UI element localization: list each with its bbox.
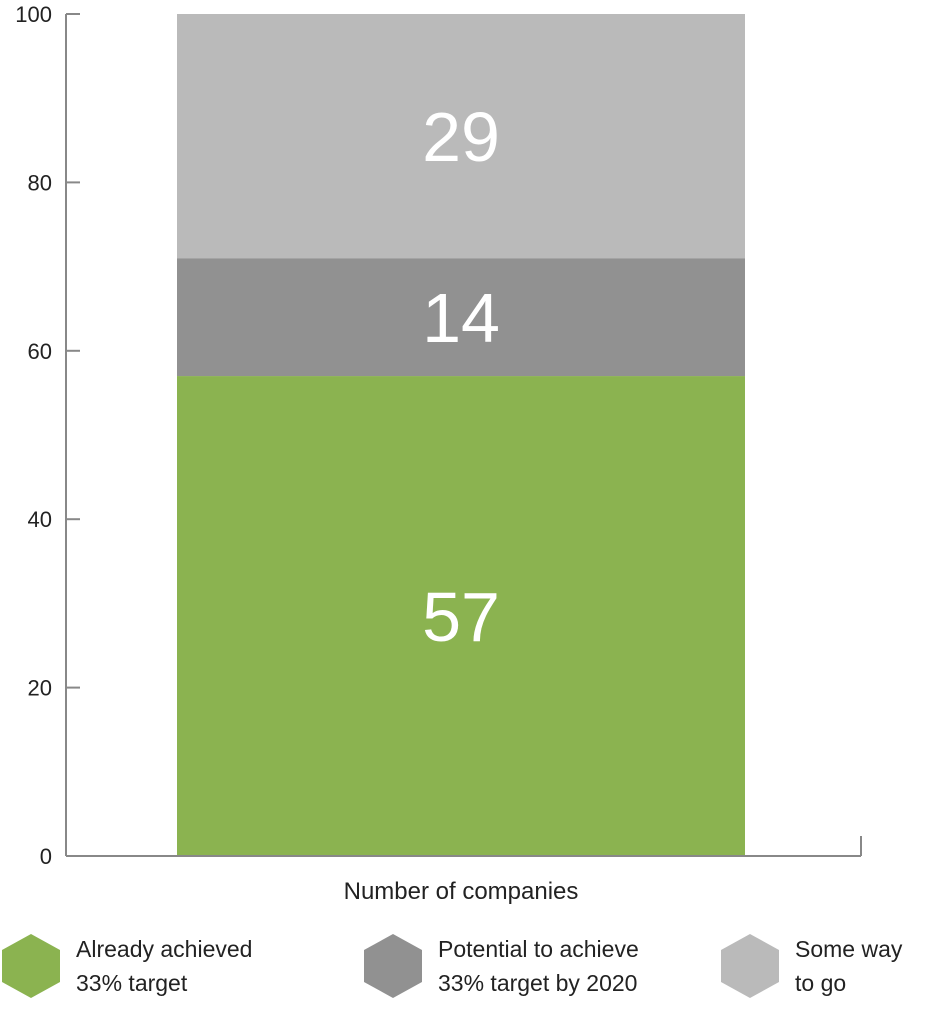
stacked-bar-chart: 57 14 29 0 20 40 60 80 100 Number of companies — [15, 2, 862, 905]
bar-segments — [177, 14, 745, 856]
y-axis-ticks: 0 20 40 60 80 100 — [15, 2, 80, 869]
hexagon-icon — [2, 934, 60, 998]
legend-label: Potential to achieve 33% target by 2020 — [438, 932, 639, 1000]
legend-label: Already achieved 33% target — [76, 932, 252, 1000]
hexagon-icon — [721, 934, 779, 998]
y-tick-label: 80 — [28, 170, 52, 195]
y-tick-label: 100 — [15, 2, 52, 27]
segment-value-label-1: 14 — [422, 279, 500, 357]
legend-label-line1: Potential to achieve — [438, 936, 639, 962]
bar-segment-2 — [177, 14, 745, 259]
legend-label-line1: Some way — [795, 936, 903, 962]
y-tick-label: 40 — [28, 507, 52, 532]
segment-value-label-0: 57 — [422, 578, 500, 656]
x-category-label: Number of companies — [344, 878, 579, 905]
legend-label-line2: 33% target — [76, 970, 188, 996]
y-tick-label: 20 — [28, 676, 52, 701]
legend-label-line2: 33% target by 2020 — [438, 970, 638, 996]
legend-label: Some way to go — [795, 932, 902, 1000]
legend-item-potential: Potential to achieve 33% target by 2020 — [362, 932, 639, 1000]
legend-item-some-way: Some way to go — [719, 932, 902, 1000]
legend-label-line2: to go — [795, 970, 847, 996]
legend: Already achieved 33% target Potential to… — [0, 932, 939, 1024]
axes — [65, 14, 862, 857]
y-tick-label: 60 — [28, 339, 52, 364]
segment-labels: 57 14 29 — [422, 98, 500, 656]
legend-item-already-achieved: Already achieved 33% target — [0, 932, 252, 1000]
segment-value-label-2: 29 — [422, 98, 500, 176]
bar-segment-0 — [177, 376, 745, 856]
hexagon-icon — [364, 934, 422, 998]
legend-label-line1: Already achieved — [76, 936, 253, 962]
bar-segment-1 — [177, 258, 745, 377]
y-tick-label: 0 — [40, 844, 52, 869]
